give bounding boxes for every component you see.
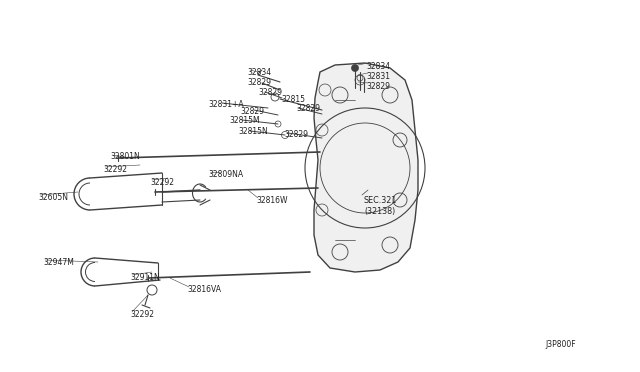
Text: 32816W: 32816W (256, 196, 287, 205)
Text: 32292: 32292 (103, 165, 127, 174)
Text: 32292: 32292 (150, 178, 174, 187)
Text: 32829: 32829 (240, 107, 264, 116)
Text: 32605N: 32605N (38, 193, 68, 202)
Text: (32138): (32138) (364, 207, 396, 216)
Text: 32834: 32834 (366, 62, 390, 71)
Polygon shape (314, 63, 418, 272)
Text: 32829: 32829 (296, 104, 320, 113)
Text: 32829: 32829 (258, 88, 282, 97)
Text: 32816VA: 32816VA (187, 285, 221, 294)
Text: 32829: 32829 (247, 78, 271, 87)
Text: J3P800F: J3P800F (545, 340, 575, 349)
Text: SEC.321: SEC.321 (364, 196, 397, 205)
Circle shape (351, 64, 358, 71)
Text: 32829: 32829 (284, 130, 308, 139)
Text: 32809NA: 32809NA (208, 170, 243, 179)
Text: 32831: 32831 (366, 72, 390, 81)
Text: 32834: 32834 (247, 68, 271, 77)
Text: 32815: 32815 (281, 95, 305, 104)
Text: 32829: 32829 (366, 82, 390, 91)
Text: 32831+A: 32831+A (208, 100, 244, 109)
Text: 32801N: 32801N (110, 152, 140, 161)
Text: 32292: 32292 (130, 310, 154, 319)
Text: 32947M: 32947M (43, 258, 74, 267)
Text: 32815M: 32815M (229, 116, 260, 125)
Text: 32815N: 32815N (238, 127, 268, 136)
Text: 32911N: 32911N (130, 273, 160, 282)
